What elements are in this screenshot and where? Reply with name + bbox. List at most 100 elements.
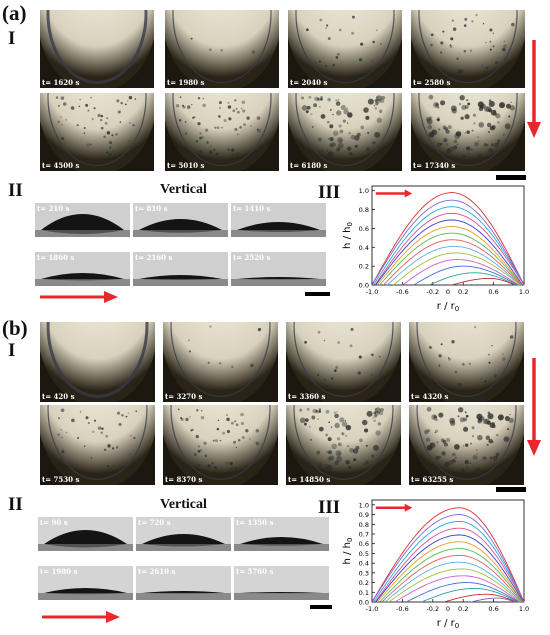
profile-series-line xyxy=(413,265,519,286)
droplet-image xyxy=(165,93,279,171)
scale-bar xyxy=(310,605,332,609)
x-tick-label: 0.6 xyxy=(488,288,498,296)
profile-series-line xyxy=(383,239,522,286)
timestamp-label: t= 1620 s xyxy=(42,78,80,87)
side-view-frame: t= 720 s xyxy=(136,517,231,551)
droplet-image xyxy=(286,405,401,485)
top-view-frame: t= 4320 s xyxy=(409,322,524,402)
panel-a-side-title: Vertical xyxy=(160,182,207,197)
panel-a-row-label: I xyxy=(8,28,16,49)
horizontal-arrow-icon xyxy=(42,611,120,623)
y-tick-label: 1.0 xyxy=(359,501,369,509)
profile-series-line xyxy=(451,277,516,286)
timestamp-label: t= 1980 s xyxy=(40,567,78,576)
x-tick-label: 0.2 xyxy=(458,288,468,296)
timestamp-label: t= 17340 s xyxy=(413,161,456,170)
droplet-profile-image xyxy=(38,566,133,600)
profile-series-line xyxy=(379,232,523,286)
y-tick-label: 0.6 xyxy=(359,540,369,548)
profile-series-line xyxy=(379,548,523,603)
panel-b-label: (b) xyxy=(2,316,28,340)
top-view-frame: t= 5010 s xyxy=(165,93,279,171)
y-tick-label: 0.0 xyxy=(359,599,369,607)
droplet-profile-image xyxy=(136,517,231,551)
timestamp-label: t= 720 s xyxy=(138,518,171,527)
profile-series-line xyxy=(375,219,523,286)
panel-a-chart-label: III xyxy=(318,182,341,203)
y-tick-label: 0.5 xyxy=(359,550,369,558)
profile-series-line xyxy=(421,587,519,603)
scale-bar xyxy=(496,175,526,180)
top-view-frame: t= 17340 s xyxy=(411,93,525,171)
x-tick-label: 1.0 xyxy=(519,605,529,613)
top-view-frame: t= 3270 s xyxy=(163,322,278,402)
y-axis-label: h / h0 xyxy=(342,538,354,565)
x-tick-label: 0.2 xyxy=(458,605,468,613)
droplet-image xyxy=(411,10,525,88)
droplet-image xyxy=(288,10,402,88)
timestamp-label: t= 4500 s xyxy=(42,161,80,170)
profile-series-line xyxy=(375,534,524,603)
side-view-frame: t= 1860 s xyxy=(35,252,130,286)
side-view-frame: t= 5760 s xyxy=(234,566,329,600)
side-view-frame: t= 2610 s xyxy=(136,566,231,600)
side-view-frame: t= 2160 s xyxy=(133,252,228,286)
profile-series-line xyxy=(371,199,525,286)
side-view-frame: t= 1410 s xyxy=(231,203,326,237)
scale-bar xyxy=(305,292,330,296)
timestamp-label: t= 1860 s xyxy=(37,253,75,262)
profile-series-line xyxy=(444,593,517,603)
panel-a-height-profile-chart: 0.0 0.2 0.4 0.6 0.8 1.0 -1.0 -0.6 -0.2 0.2 0.6 1.0 0… xyxy=(342,185,529,313)
side-view-frame: t= 1350 s xyxy=(234,517,329,551)
top-view-frame: t= 2040 s xyxy=(288,10,402,88)
timestamp-label: t= 3360 s xyxy=(288,392,326,401)
profile-series-line xyxy=(402,259,519,286)
y-tick-label: 0.4 xyxy=(359,560,369,568)
top-view-frame: t= 8370 s xyxy=(163,405,278,485)
timestamp-label: t= 3270 s xyxy=(165,392,203,401)
panel-b-side-label: II xyxy=(8,494,23,515)
droplet-image xyxy=(286,322,401,402)
x-tick-label: 0 xyxy=(446,605,450,613)
timestamp-label: t= 1980 s xyxy=(167,78,205,87)
droplet-profile-image xyxy=(35,203,130,237)
side-view-frame: t= 1980 s xyxy=(38,566,133,600)
droplet-profile-image xyxy=(231,252,326,286)
side-view-frame: t= 2520 s xyxy=(231,252,326,286)
x-axis-label: r / r0 xyxy=(437,618,459,630)
profile-series-line xyxy=(394,575,520,603)
profile-series-line xyxy=(371,507,525,603)
x-tick-label: 0 xyxy=(446,288,450,296)
top-view-frame: t= 4500 s xyxy=(40,93,154,171)
plot-frame xyxy=(371,499,525,603)
droplet-image xyxy=(165,10,279,88)
panel-a-side-label: II xyxy=(8,180,23,201)
timestamp-label: t= 1350 s xyxy=(236,518,274,527)
timestamp-label: t= 210 s xyxy=(37,204,70,213)
y-tick-label: 0.6 xyxy=(359,225,369,233)
profile-series-line xyxy=(393,252,521,286)
droplet-image xyxy=(288,93,402,171)
top-view-frame: t= 3360 s xyxy=(286,322,401,402)
time-arrow-down-icon xyxy=(527,358,541,456)
x-tick-label: -0.6 xyxy=(396,605,409,613)
x-tick-label: -0.2 xyxy=(426,288,439,296)
top-view-frame: t= 6180 s xyxy=(288,93,402,171)
profile-series-line xyxy=(371,514,525,603)
y-tick-label: 0.8 xyxy=(359,521,369,529)
droplet-image xyxy=(40,405,155,485)
droplet-profile-image xyxy=(231,203,326,237)
droplet-image xyxy=(411,93,525,171)
timestamp-label: t= 8370 s xyxy=(165,475,203,484)
side-view-frame: t= 90 s xyxy=(38,517,133,551)
y-tick-label: 0.1 xyxy=(359,589,369,597)
profile-series-line xyxy=(381,554,523,603)
y-tick-label: 0.4 xyxy=(359,244,369,252)
y-tick-label: 1.0 xyxy=(359,187,369,195)
timestamp-label: t= 5760 s xyxy=(236,567,274,576)
x-axis-label: r / r0 xyxy=(437,301,459,313)
timestamp-label: t= 2520 s xyxy=(233,253,271,262)
y-tick-label: 0.8 xyxy=(359,206,369,214)
panel-b-height-profile-chart: 0.00.10.20.30.40.50.60.70.80.91.0-1.0 -0.… xyxy=(342,499,529,630)
timestamp-label: t= 4320 s xyxy=(411,392,449,401)
